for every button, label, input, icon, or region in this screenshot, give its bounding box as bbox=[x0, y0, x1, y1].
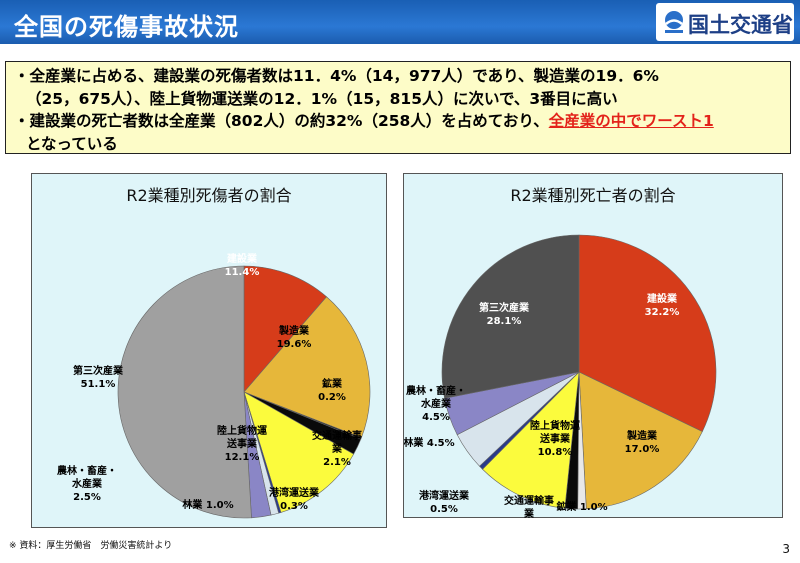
header-bar: 全国の死傷事故状況 国土交通省 bbox=[0, 0, 800, 44]
ministry-name: 国土交通省 bbox=[688, 13, 793, 37]
chart-title: R2業種別死亡者の割合 bbox=[510, 186, 676, 205]
slice-label: 製造業 17.0% bbox=[625, 429, 660, 455]
slice-label: 林業 4.5% bbox=[404, 436, 455, 449]
slice-label: 港湾運送業 0.3% bbox=[269, 486, 320, 512]
slice-label: 農林・畜産・水産業 2.5% bbox=[57, 464, 117, 503]
slice-label: 鉱業 1.0% bbox=[556, 500, 607, 513]
slice-label: 建設業 32.2% bbox=[645, 292, 680, 318]
pie-slice bbox=[578, 371, 703, 510]
slice-label: 交通運輸事業 2.1% bbox=[312, 429, 362, 468]
page-title: 全国の死傷事故状況 bbox=[14, 13, 239, 41]
slice-label: 港湾運送業 0.5% bbox=[419, 489, 470, 515]
summary-text: ・建設業の死亡者数は全産業（802人）の約32%（258人）を占めており、 bbox=[14, 112, 549, 130]
slice-label: 農林・畜産・水産業 4.5% bbox=[406, 384, 466, 423]
slice-label: 陸上貨物運送事業 12.1% bbox=[217, 424, 267, 463]
pie-slice bbox=[243, 265, 327, 393]
summary-line: （25，675人）、陸上貨物運送業の12．1%（15，815人）に次いで、3番目… bbox=[26, 89, 618, 108]
slice-label: 鉱業 0.2% bbox=[318, 377, 346, 403]
slice-label: 交通運輸事業1.5% bbox=[504, 494, 554, 519]
summary-line: となっている bbox=[26, 134, 118, 153]
slice-label: 陸上貨物運送事業 10.8% bbox=[530, 419, 580, 458]
pie-slice bbox=[117, 265, 252, 519]
page-number: 3 bbox=[782, 542, 790, 556]
pie-slice bbox=[441, 234, 580, 399]
source-note: ※ 資料：厚生労働省 労働災害統計より bbox=[9, 541, 173, 551]
slice-label: 製造業 19.6% bbox=[277, 324, 312, 350]
slice-label: 第三次産業 28.1% bbox=[479, 301, 530, 327]
summary-line: ・建設業の死亡者数は全産業（802人）の約32%（258人）を占めており、全産業… bbox=[14, 110, 782, 133]
slice-label: 第三次産業 51.1% bbox=[73, 364, 124, 390]
fatality-chart-panel: R2業種別死亡者の割合 建設業 32.2% 製造業 17.0% 鉱業 1.0% 交通運輸事… bbox=[403, 173, 783, 519]
chart-title: R2業種別死傷者の割合 bbox=[126, 186, 292, 205]
summary-highlight: 全産業の中でワースト1 bbox=[548, 112, 714, 130]
injury-pie-chart: 建設業 11.4% 製造業 19.6% 鉱業 0.2% 交通運輸事業 2.1% 陸上貨物運送事業… bbox=[57, 252, 371, 519]
pie-slice bbox=[578, 234, 717, 433]
ministry-emblem-icon bbox=[665, 11, 683, 33]
slice-label: 建設業 11.4% bbox=[225, 252, 260, 278]
ministry-logo: 国土交通省 bbox=[656, 3, 794, 41]
summary-line: ・全産業に占める、建設業の死傷者数は11．4%（14，977人）であり、製造業の… bbox=[14, 67, 659, 85]
summary-box: ・全産業に占める、建設業の死傷者数は11．4%（14，977人）であり、製造業の… bbox=[5, 61, 791, 154]
slice-label: 林業 1.0% bbox=[182, 498, 233, 511]
pie-slice bbox=[482, 371, 580, 509]
pie-slice bbox=[243, 391, 355, 513]
pie-slice bbox=[243, 296, 371, 439]
injury-chart-panel: R2業種別死傷者の割合 建設業 11.4% 製造業 19.6% 鉱業 0.2% 交通運輸事業… bbox=[31, 173, 387, 528]
